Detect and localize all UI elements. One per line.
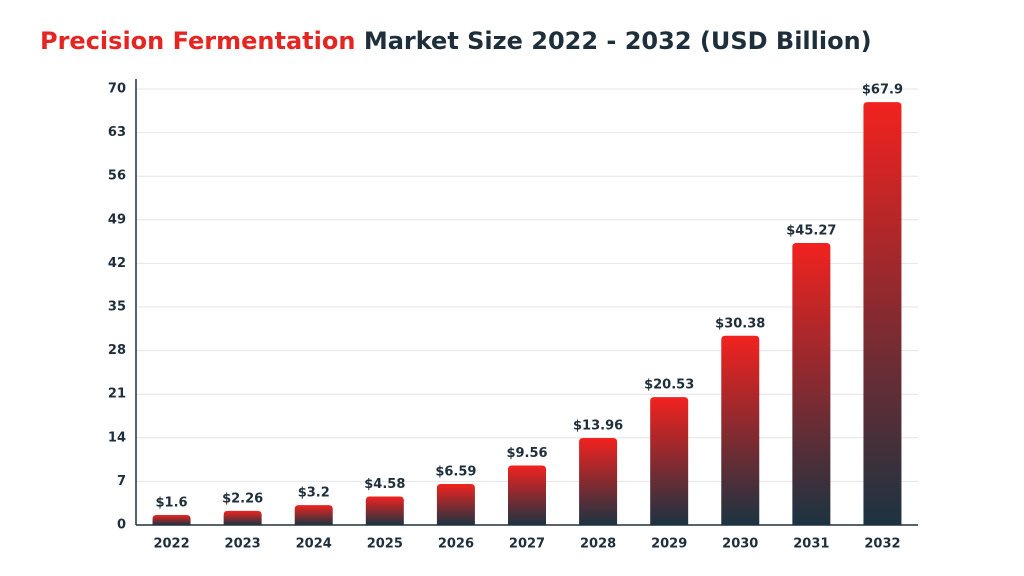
value-label: $13.96	[573, 419, 623, 434]
x-tick-label: 2030	[722, 537, 758, 552]
x-tick-label: 2023	[225, 537, 261, 552]
value-label: $1.6	[156, 496, 188, 511]
chart-title: Precision Fermentation Market Size 2022 …	[40, 27, 872, 55]
title-main: Market Size 2022 - 2032 (USD Billion)	[364, 27, 872, 55]
bar	[863, 102, 902, 525]
x-tick-label: 2024	[296, 537, 332, 552]
x-tick-label: 2029	[651, 537, 687, 552]
bar	[223, 510, 262, 525]
y-tick-label: 70	[108, 82, 126, 97]
title-highlight: Precision Fermentation	[40, 27, 355, 55]
value-label: $20.53	[644, 378, 694, 393]
x-tick-label: 2032	[864, 537, 900, 552]
x-tick-label: 2025	[367, 537, 403, 552]
value-label: $3.2	[298, 486, 330, 501]
bar	[792, 243, 831, 525]
value-label: $67.9	[862, 83, 903, 98]
bar	[579, 438, 618, 525]
y-tick-label: 35	[108, 300, 126, 315]
value-label: $9.56	[506, 446, 547, 461]
value-label: $6.59	[435, 464, 476, 479]
bar	[365, 496, 404, 525]
y-tick-label: 49	[108, 212, 126, 227]
y-tick-label: 56	[108, 169, 126, 184]
bar	[650, 397, 689, 525]
y-tick-label: 0	[117, 518, 126, 533]
x-tick-label: 2028	[580, 537, 616, 552]
x-tick-label: 2026	[438, 537, 474, 552]
x-tick-label: 2031	[793, 537, 829, 552]
x-tick-label: 2022	[153, 537, 189, 552]
bar	[152, 515, 191, 525]
y-tick-label: 63	[108, 125, 126, 140]
x-tick-label: 2027	[509, 537, 545, 552]
value-label: $2.26	[222, 491, 263, 506]
bar	[721, 335, 760, 525]
y-tick-label: 14	[108, 430, 126, 445]
y-tick-label: 21	[108, 387, 126, 402]
bar	[436, 483, 475, 525]
bar	[508, 465, 546, 525]
y-tick-label: 28	[108, 343, 126, 358]
bar	[294, 505, 333, 525]
value-label: $4.58	[364, 477, 405, 492]
value-label: $45.27	[786, 224, 836, 239]
y-tick-label: 42	[108, 256, 126, 271]
value-label: $30.38	[715, 316, 765, 331]
y-tick-label: 7	[117, 474, 126, 489]
